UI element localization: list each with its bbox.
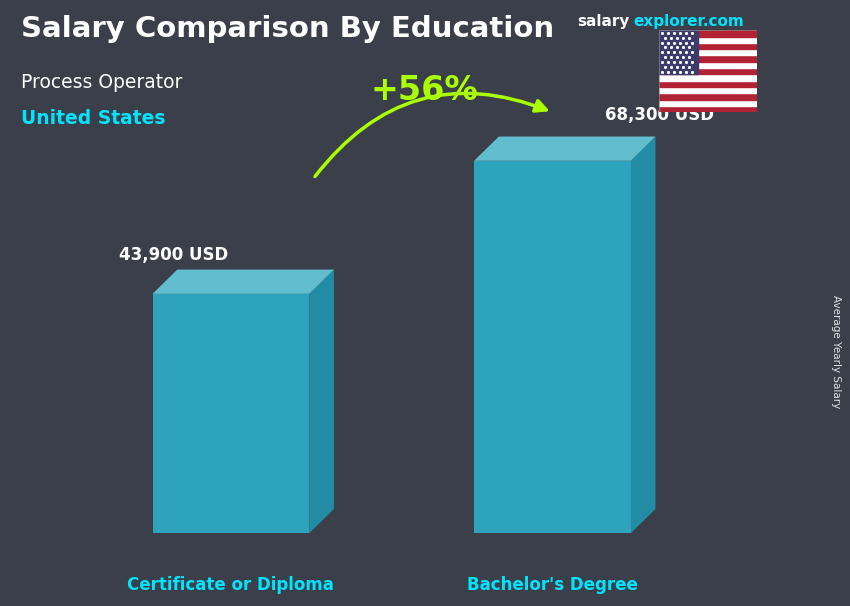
Polygon shape xyxy=(474,136,655,161)
Text: 43,900 USD: 43,900 USD xyxy=(118,245,228,264)
Text: +56%: +56% xyxy=(371,75,479,107)
Bar xyxy=(659,36,756,43)
Polygon shape xyxy=(309,270,334,533)
Polygon shape xyxy=(152,294,309,533)
Bar xyxy=(659,62,756,68)
Bar xyxy=(659,49,756,56)
Bar xyxy=(659,30,698,75)
Bar xyxy=(659,56,756,62)
Text: Bachelor's Degree: Bachelor's Degree xyxy=(467,576,638,594)
Bar xyxy=(659,87,756,93)
Text: Process Operator: Process Operator xyxy=(20,73,182,92)
Polygon shape xyxy=(152,270,334,294)
Bar xyxy=(659,68,756,75)
Text: Salary Comparison By Education: Salary Comparison By Education xyxy=(20,15,553,43)
Text: salary: salary xyxy=(577,14,630,29)
Bar xyxy=(659,30,756,36)
Bar xyxy=(659,43,756,49)
Bar xyxy=(659,106,756,112)
Bar xyxy=(659,75,756,81)
Bar xyxy=(659,99,756,106)
Polygon shape xyxy=(631,136,655,533)
Text: Certificate or Diploma: Certificate or Diploma xyxy=(128,576,334,594)
Text: Average Yearly Salary: Average Yearly Salary xyxy=(830,295,841,408)
Bar xyxy=(659,93,756,99)
Text: explorer.com: explorer.com xyxy=(633,14,744,29)
Polygon shape xyxy=(474,161,631,533)
Bar xyxy=(659,81,756,87)
Text: 68,300 USD: 68,300 USD xyxy=(605,107,714,124)
Text: United States: United States xyxy=(20,109,165,128)
